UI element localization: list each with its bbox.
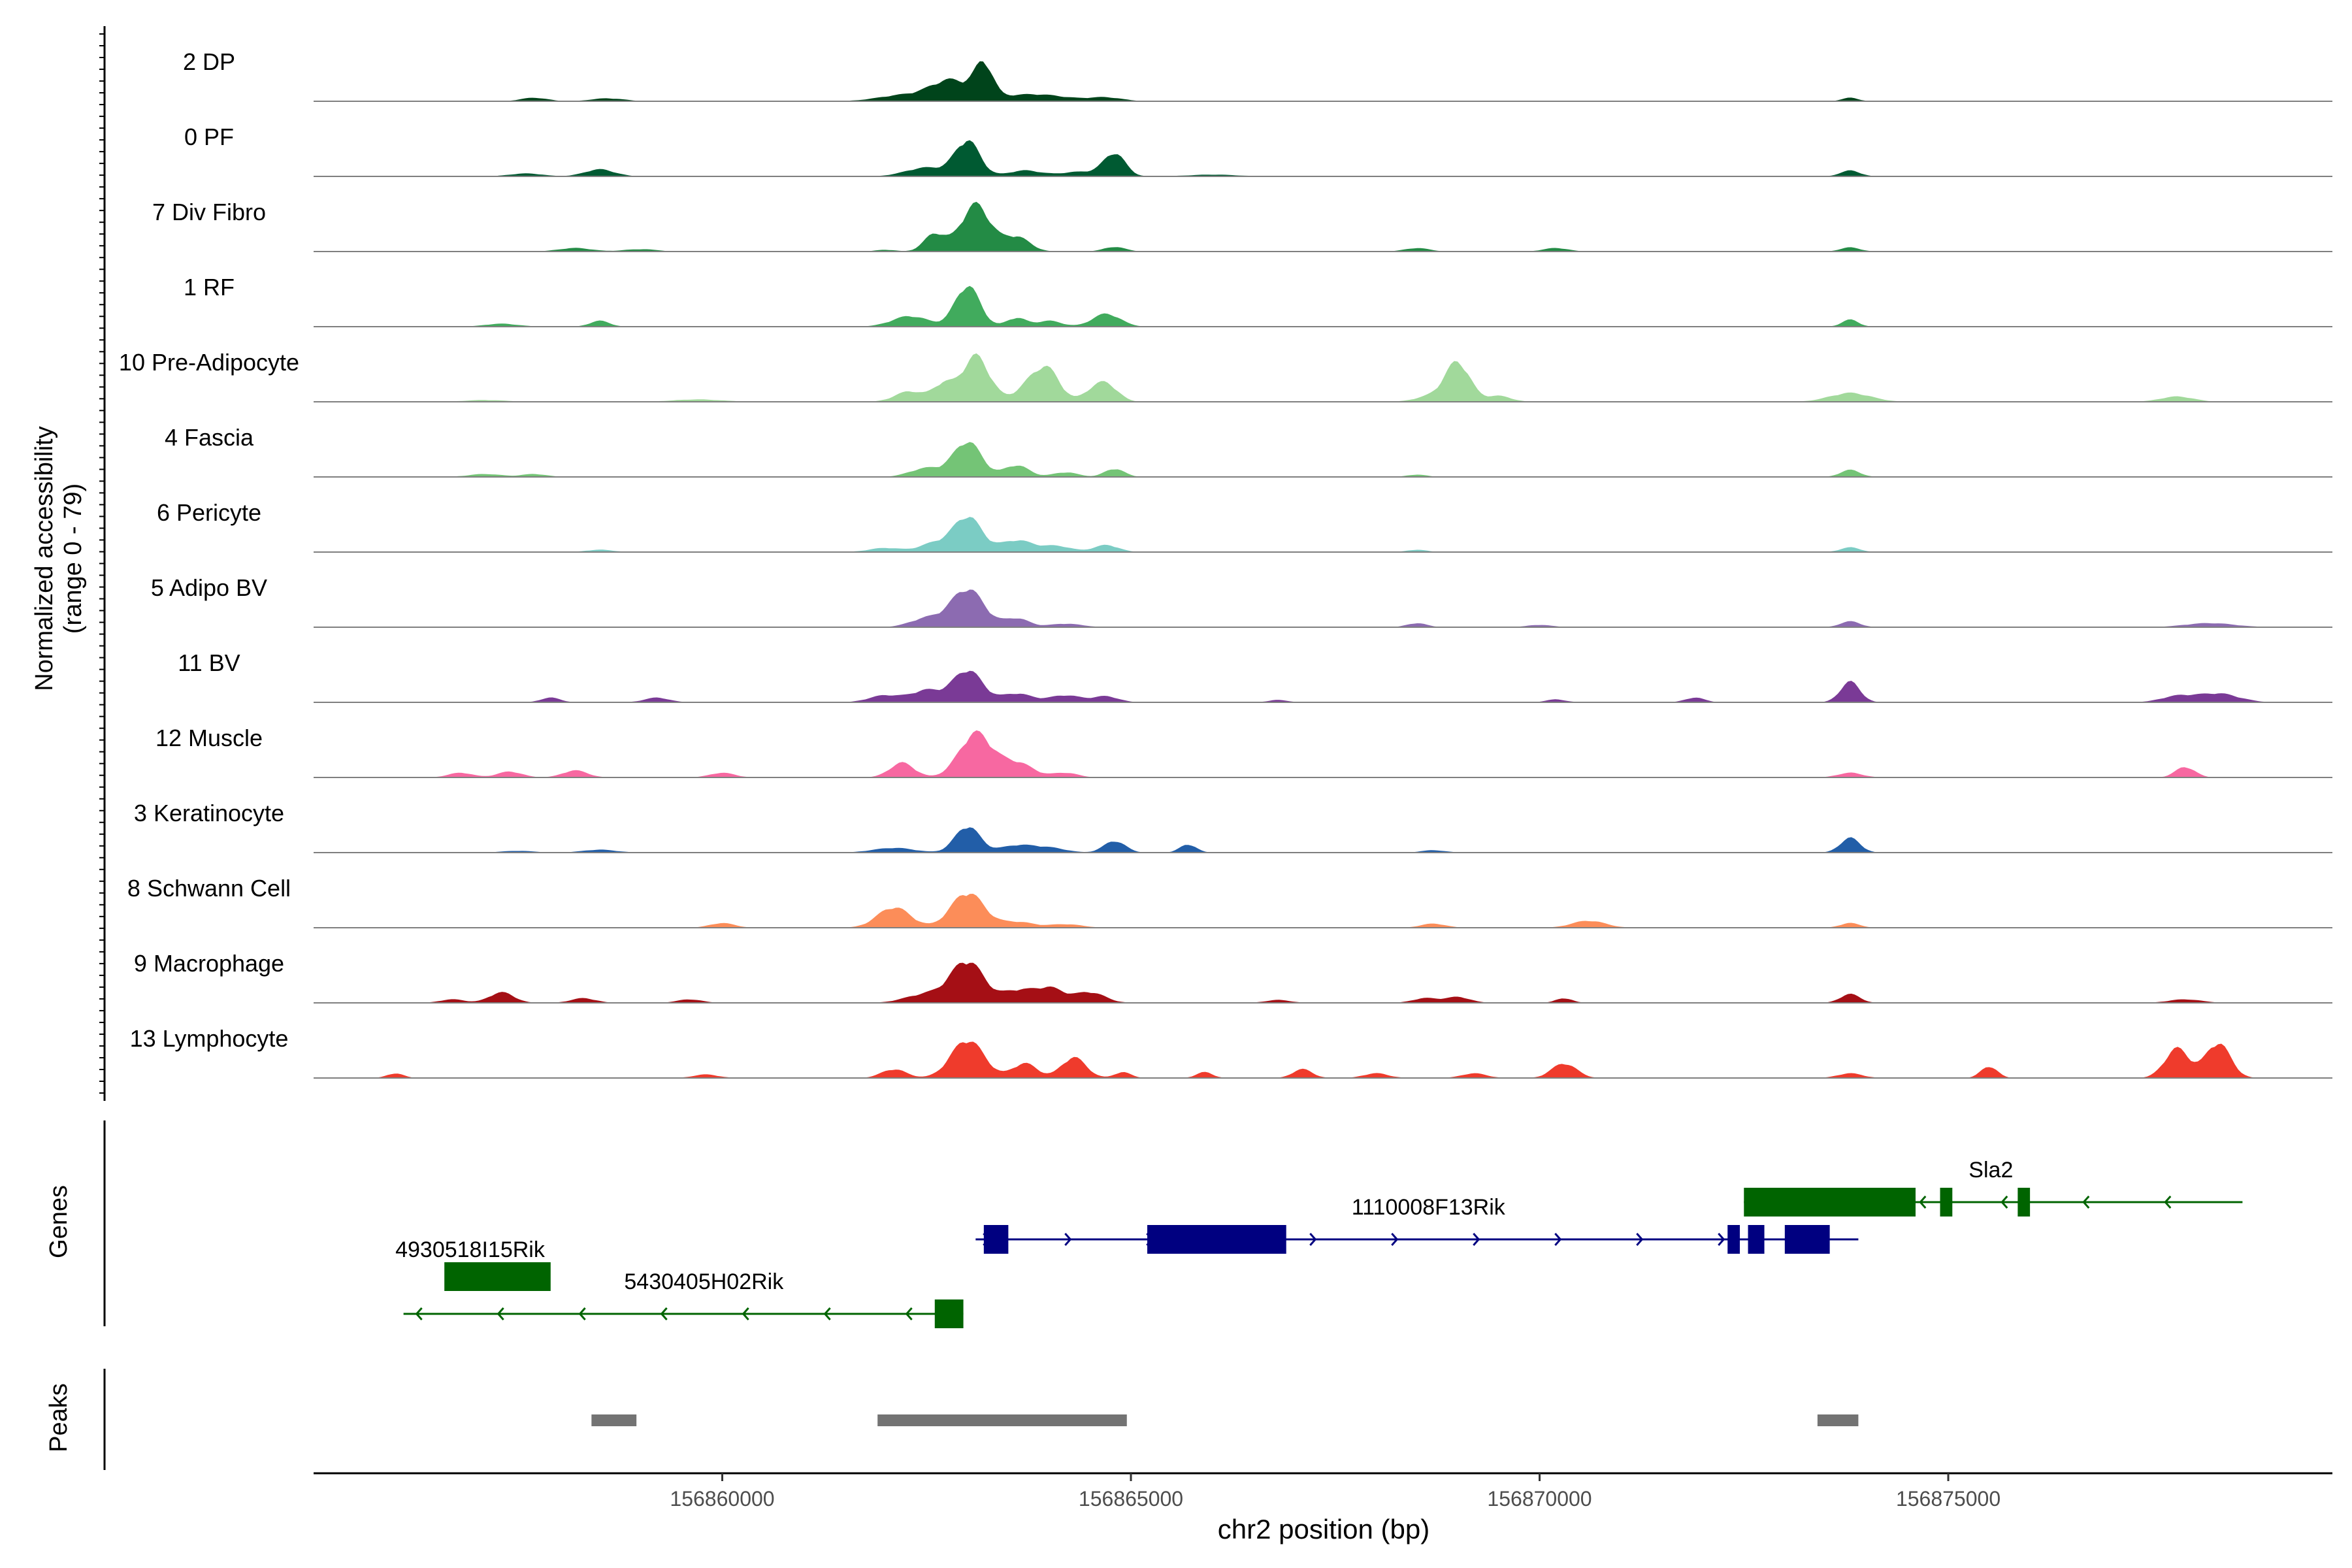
gene-exon [1784, 1225, 1830, 1254]
gene-label: 5430405H02Rik [624, 1269, 784, 1294]
gene-arrow [1636, 1233, 1644, 1246]
gene-exon [1940, 1188, 1953, 1217]
track-1: 2 DP [183, 48, 2332, 102]
gene-label: Sla2 [1968, 1158, 2013, 1183]
track-5: 10 Pre-Adipocyte [119, 349, 2332, 402]
track-label-13: 9 Macrophage [134, 950, 284, 977]
gene-3: 1110008F13Rik [975, 1195, 1859, 1254]
coverage-area-8 [314, 589, 2332, 627]
x-tick-label: 156875000 [1896, 1487, 2001, 1511]
track-6: 4 Fascia [165, 424, 2332, 478]
x-tick-label: 156860000 [670, 1487, 774, 1511]
gene-exon [1727, 1225, 1740, 1254]
x-tick-label: 156865000 [1079, 1487, 1183, 1511]
track-label-12: 8 Schwann Cell [127, 875, 291, 902]
coverage-area-4 [314, 286, 2332, 327]
coverage-area-6 [314, 442, 2332, 477]
coverage-area-9 [314, 670, 2332, 702]
track-label-2: 0 PF [184, 123, 234, 150]
coverage-tracks: 2 DP 0 PF 7 Div Fibro 1 RF 10 Pre-Adipocyte 4… [119, 48, 2332, 1079]
gene-arrow [1554, 1233, 1562, 1246]
gene-2: 5430405H02Rik [403, 1269, 964, 1328]
track-label-6: 4 Fascia [165, 424, 254, 451]
gene-arrow [1064, 1233, 1072, 1246]
track-label-5: 10 Pre-Adipocyte [119, 349, 299, 376]
track-10: 12 Muscle [155, 725, 2332, 778]
gene-arrow [578, 1307, 586, 1320]
gene-arrow [905, 1307, 913, 1320]
track-9: 11 BV [178, 649, 2332, 703]
axes: 156860000 156865000 156870000 156875000 [99, 26, 2332, 1511]
gene-arrow [1919, 1196, 1927, 1209]
coverage-area-3 [314, 201, 2332, 252]
coverage-area-1 [314, 61, 2332, 101]
track-2: 0 PF [184, 123, 2332, 177]
track-label-3: 7 Div Fibro [152, 199, 266, 225]
track-12: 8 Schwann Cell [127, 875, 2332, 928]
gene-exon [2017, 1188, 2031, 1217]
track-4: 1 RF [184, 274, 2332, 327]
track-3: 7 Div Fibro [152, 199, 2332, 252]
gene-exon [444, 1262, 551, 1291]
y-axis-subtitle: (range 0 - 79) [59, 483, 87, 634]
coverage-area-11 [314, 827, 2332, 853]
gene-arrow [1473, 1233, 1480, 1246]
gene-1: 4930518I15Rik [395, 1237, 551, 1291]
track-label-7: 6 Pericyte [157, 499, 261, 526]
peaks-track [591, 1414, 1859, 1426]
gene-arrow [1391, 1233, 1399, 1246]
x-tick-label: 156870000 [1487, 1487, 1592, 1511]
genes-track: 4930518I15Rik 5430405H02Rik 1110008F13Rik S… [395, 1158, 2243, 1328]
coverage-area-2 [314, 140, 2332, 176]
gene-exon [1748, 1225, 1765, 1254]
gene-arrow [1718, 1233, 1725, 1246]
x-axis-title: chr2 position (bp) [1218, 1514, 1430, 1544]
peak-region-3 [1817, 1414, 1859, 1426]
coverage-area-7 [314, 517, 2332, 552]
track-7: 6 Pericyte [157, 499, 2332, 553]
track-label-8: 5 Adipo BV [151, 574, 267, 601]
y-axis-title: Normalized accessibility [31, 426, 58, 691]
gene-arrow [1309, 1233, 1317, 1246]
track-label-4: 1 RF [184, 274, 235, 301]
coverage-area-14 [314, 1041, 2332, 1078]
gene-exon [1147, 1225, 1286, 1254]
track-label-14: 13 Lymphocyte [130, 1025, 289, 1052]
track-13: 9 Macrophage [134, 950, 2332, 1004]
gene-arrow [415, 1307, 423, 1320]
track-label-9: 11 BV [178, 649, 240, 676]
gene-exon [983, 1225, 1009, 1254]
track-label-1: 2 DP [183, 48, 235, 75]
coverage-area-5 [314, 353, 2332, 402]
track-label-11: 3 Keratinocyte [134, 800, 284, 826]
gene-label: 1110008F13Rik [1352, 1195, 1506, 1220]
track-14: 13 Lymphocyte [130, 1025, 2332, 1079]
gene-arrow [2082, 1196, 2090, 1209]
coverage-area-12 [314, 894, 2332, 928]
gene-exon [934, 1299, 964, 1328]
coverage-area-10 [314, 730, 2332, 777]
coverage-area-13 [314, 962, 2332, 1003]
peak-region-1 [591, 1414, 637, 1426]
track-8: 5 Adipo BV [151, 574, 2332, 628]
gene-arrow [2001, 1196, 2008, 1209]
gene-4: Sla2 [1744, 1158, 2243, 1217]
peak-region-2 [877, 1414, 1127, 1426]
track-11: 3 Keratinocyte [134, 800, 2332, 853]
gene-arrow [742, 1307, 749, 1320]
gene-arrow [2164, 1196, 2172, 1209]
gene-arrow [497, 1307, 504, 1320]
gene-arrow [823, 1307, 831, 1320]
gene-label: 4930518I15Rik [395, 1237, 546, 1262]
peaks-track-title: Peaks [45, 1383, 73, 1452]
gene-exon [1744, 1188, 1916, 1217]
genes-track-title: Genes [45, 1185, 73, 1258]
track-label-10: 12 Muscle [155, 725, 263, 751]
gene-arrow [660, 1307, 668, 1320]
